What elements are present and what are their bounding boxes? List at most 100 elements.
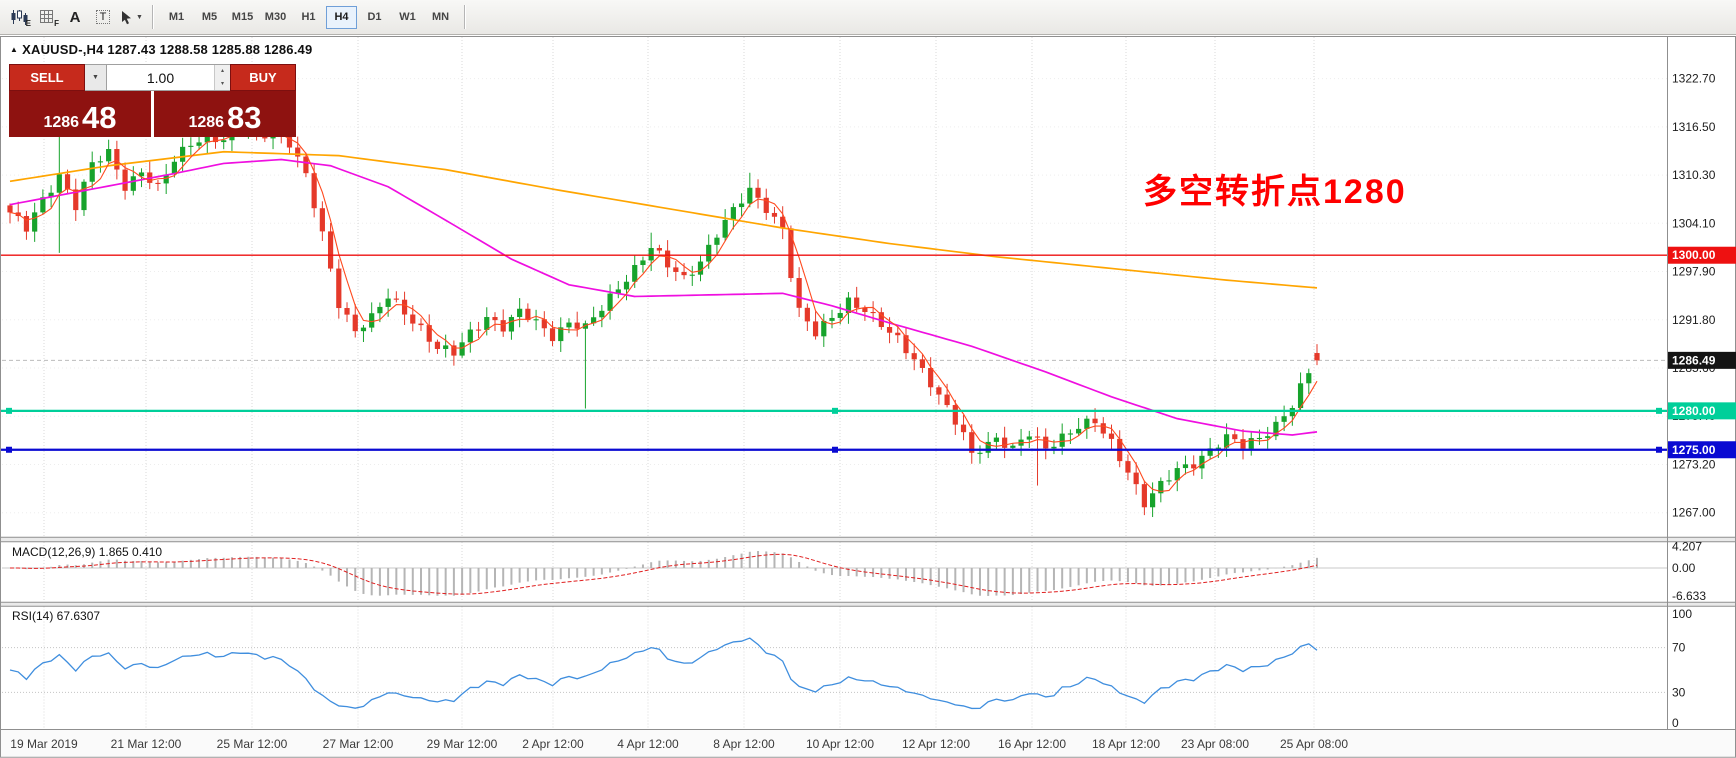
sell-price-main: 1286 bbox=[43, 114, 80, 131]
cursor-icon bbox=[122, 10, 132, 24]
volume-input[interactable] bbox=[107, 65, 214, 90]
template-tool-label: T bbox=[95, 10, 111, 24]
chart-frame bbox=[0, 36, 1736, 758]
time-axis-label: 16 Apr 12:00 bbox=[998, 737, 1066, 751]
chevron-down-icon: ▼ bbox=[136, 13, 143, 21]
price-axis-label: 1291.80 bbox=[1672, 313, 1716, 327]
sell-price-pips: 48 bbox=[82, 100, 117, 135]
drawing-tools-group: E F A T ▼ bbox=[5, 4, 145, 30]
trade-quote-row: 1286 48 1286 83 bbox=[9, 91, 296, 137]
time-axis-label: 29 Mar 12:00 bbox=[427, 737, 498, 751]
time-axis: 19 Mar 2019 21 Mar 12:00 25 Mar 12:00 27 Ma… bbox=[10, 737, 1348, 751]
price-axis-label: 1273.20 bbox=[1672, 457, 1716, 471]
svg-text:1286.49: 1286.49 bbox=[1672, 353, 1716, 367]
chart-tool-sub-label: E bbox=[25, 19, 31, 28]
timeframe-button-m1[interactable]: M1 bbox=[161, 6, 192, 29]
time-axis-label: 21 Mar 12:00 bbox=[111, 737, 182, 751]
buy-price-main: 1286 bbox=[188, 114, 225, 131]
macd-axis-label: 0.00 bbox=[1672, 561, 1696, 575]
timeframe-button-w1[interactable]: W1 bbox=[392, 6, 423, 29]
timeframe-button-h4[interactable]: H4 bbox=[326, 5, 357, 29]
ma-fast-line bbox=[9, 128, 1318, 492]
price-axis-label: 1297.90 bbox=[1672, 265, 1716, 279]
line-handle[interactable] bbox=[832, 407, 838, 414]
rsi-line bbox=[9, 637, 1318, 710]
time-axis-label: 18 Apr 12:00 bbox=[1092, 737, 1160, 751]
macd-axis-label: -6.633 bbox=[1672, 589, 1706, 603]
candlestick-icon bbox=[11, 9, 28, 25]
symbol-ohlc-header: ▲ XAUUSD-,H4 1287.43 1288.58 1285.88 1286… bbox=[10, 42, 312, 57]
annotation-text: 多空转折点1280 bbox=[1143, 173, 1407, 211]
price-badge-1286.49: 1286.49 bbox=[1668, 351, 1736, 369]
timeframe-buttons-group: M1 M5 M15 M30 H1 H4 D1 W1 MN bbox=[160, 5, 457, 29]
time-axis-label: 25 Apr 08:00 bbox=[1280, 737, 1348, 751]
macd-histogram bbox=[17, 551, 1318, 596]
time-axis-label: 10 Apr 12:00 bbox=[806, 737, 874, 751]
candles-layer bbox=[7, 85, 1320, 518]
volume-decrease-button[interactable]: ▾ bbox=[215, 77, 230, 90]
macd-signal-line bbox=[9, 553, 1318, 595]
timeframe-button-m5[interactable]: M5 bbox=[194, 6, 225, 29]
timeframe-button-m30[interactable]: M30 bbox=[260, 6, 291, 29]
price-axis-label: 1316.50 bbox=[1672, 120, 1716, 134]
time-axis-label: 23 Apr 08:00 bbox=[1181, 737, 1249, 751]
caret-down-icon: ▼ bbox=[92, 74, 99, 81]
price-axis-label: 1322.70 bbox=[1672, 72, 1716, 86]
time-axis-label: 8 Apr 12:00 bbox=[713, 737, 775, 751]
sell-button[interactable]: SELL bbox=[9, 64, 85, 91]
price-badge-1300.00: 1300.00 bbox=[1668, 246, 1736, 264]
price-axis-label: 1267.00 bbox=[1672, 506, 1716, 520]
rsi-axis-label: 100 bbox=[1672, 607, 1692, 621]
chart-type-tool-button[interactable]: E bbox=[5, 4, 33, 30]
ma-medium-line bbox=[9, 158, 1318, 436]
time-axis-label: 12 Apr 12:00 bbox=[902, 737, 970, 751]
line-handle[interactable] bbox=[1656, 407, 1662, 414]
rsi-axis-label: 0 bbox=[1672, 716, 1679, 730]
time-axis-label: 25 Mar 12:00 bbox=[217, 737, 288, 751]
rsi-axis-label: 70 bbox=[1672, 641, 1686, 655]
toolbar-separator bbox=[152, 5, 153, 29]
text-tool-button[interactable]: A bbox=[61, 4, 89, 30]
template-tool-button[interactable]: T bbox=[89, 4, 117, 30]
symbol-expand-icon[interactable]: ▲ bbox=[10, 45, 19, 54]
macd-axis-label: 4.207 bbox=[1672, 539, 1702, 553]
indicator-axes: 4.207 0.00 -6.633 100 70 30 0 bbox=[1672, 539, 1706, 730]
price-badge-1280.00: 1280.00 bbox=[1668, 402, 1736, 420]
volume-control: ▴ ▾ bbox=[107, 64, 230, 91]
grid-layer bbox=[2, 37, 1667, 729]
toolbar-separator bbox=[464, 5, 465, 29]
rsi-indicator-label: RSI(14) 67.6307 bbox=[12, 609, 101, 623]
price-axis-label: 1304.10 bbox=[1672, 216, 1716, 230]
time-axis-label: 27 Mar 12:00 bbox=[323, 737, 394, 751]
timeframe-button-d1[interactable]: D1 bbox=[359, 6, 390, 29]
timeframe-button-mn[interactable]: MN bbox=[425, 6, 456, 29]
grid-tool-sub-label: F bbox=[54, 19, 59, 28]
line-handle[interactable] bbox=[832, 446, 838, 453]
buy-price-display[interactable]: 1286 83 bbox=[154, 91, 296, 137]
line-handle[interactable] bbox=[6, 407, 12, 414]
svg-text:1280.00: 1280.00 bbox=[1672, 404, 1716, 418]
grid-icon bbox=[40, 10, 53, 23]
volume-dropdown-button[interactable]: ▼ bbox=[85, 64, 107, 91]
buy-button[interactable]: BUY bbox=[230, 64, 296, 91]
timeframe-button-m15[interactable]: M15 bbox=[227, 6, 258, 29]
buy-price-pips: 83 bbox=[227, 100, 262, 135]
rsi-axis-label: 30 bbox=[1672, 685, 1686, 699]
macd-indicator-label: MACD(12,26,9) 1.865 0.410 bbox=[12, 545, 163, 559]
line-handle[interactable] bbox=[6, 446, 12, 453]
grid-tool-button[interactable]: F bbox=[33, 4, 61, 30]
crosshair-tool-button[interactable]: ▼ bbox=[117, 4, 145, 30]
price-axis-label: 1310.30 bbox=[1672, 168, 1716, 182]
svg-text:1300.00: 1300.00 bbox=[1672, 248, 1716, 262]
volume-increase-button[interactable]: ▴ bbox=[215, 65, 230, 78]
trade-controls-row: SELL ▼ ▴ ▾ BUY bbox=[9, 64, 296, 91]
time-axis-label: 19 Mar 2019 bbox=[10, 737, 78, 751]
volume-spinner: ▴ ▾ bbox=[214, 65, 230, 90]
line-handle[interactable] bbox=[1656, 446, 1662, 453]
sell-price-display[interactable]: 1286 48 bbox=[9, 91, 151, 137]
text-tool-label: A bbox=[69, 8, 81, 26]
timeframe-button-h1[interactable]: H1 bbox=[293, 6, 324, 29]
symbol-ohlc-text: XAUUSD-,H4 1287.43 1288.58 1285.88 1286.… bbox=[22, 42, 313, 57]
